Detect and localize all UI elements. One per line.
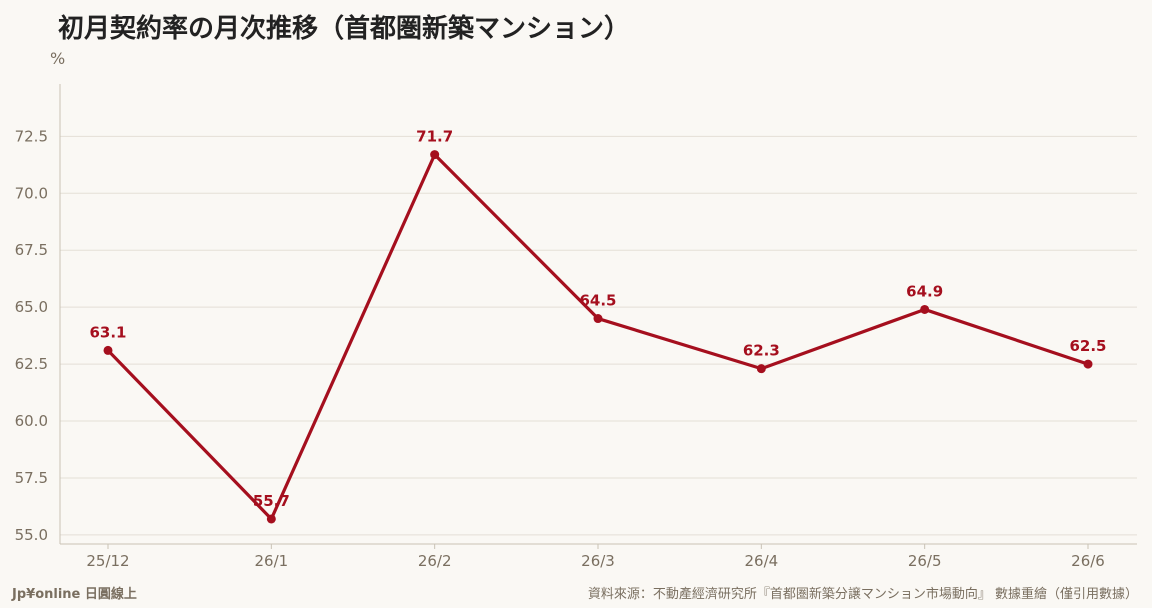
data-label: 55.7 (253, 492, 290, 510)
y-tick-labels: 55.0 57.5 60.0 62.5 65.0 67.5 70.0 72.5 (15, 127, 48, 544)
source-note: 資料來源：不動產經濟研究所『首都圏新築分譲マンション市場動向』 數據重繪（僅引用… (587, 587, 1138, 602)
y-tick-label: 60.0 (15, 412, 48, 430)
data-label: 64.9 (906, 282, 943, 300)
y-tick-label: 62.5 (15, 355, 48, 373)
data-label: 62.5 (1069, 337, 1106, 355)
series-line (106, 152, 1090, 521)
x-tick-label: 26/2 (418, 552, 452, 570)
x-tick-label: 25/12 (86, 552, 129, 570)
y-tick-label: 72.5 (15, 127, 48, 145)
x-tick-labels: 25/12 26/1 26/2 26/3 26/4 26/5 26/6 (86, 552, 1104, 570)
data-label: 63.1 (89, 323, 126, 341)
y-tick-label: 70.0 (15, 184, 48, 202)
x-tick-label: 26/6 (1071, 552, 1105, 570)
data-series (103, 150, 1093, 524)
data-point (756, 364, 766, 374)
data-point (103, 345, 113, 355)
data-point (593, 314, 603, 324)
y-axis-unit: % (50, 49, 66, 68)
x-tick-label: 26/3 (581, 552, 615, 570)
y-tick-label: 65.0 (15, 298, 48, 316)
data-point (920, 304, 930, 314)
data-label: 62.3 (743, 342, 780, 360)
data-point (266, 514, 276, 524)
data-label: 64.5 (579, 292, 616, 310)
x-tick-label: 26/4 (744, 552, 778, 570)
y-tick-label: 57.5 (15, 469, 48, 487)
chart-title: 初月契約率の月次推移（首都圏新築マンション） (58, 14, 631, 44)
axes (59, 84, 1137, 549)
x-tick-label: 26/1 (254, 552, 288, 570)
data-point (430, 150, 440, 160)
gridlines (60, 135, 1137, 536)
brand-label: Jp¥online 日圓線上 (12, 587, 137, 602)
x-tick-label: 26/5 (908, 552, 942, 570)
data-labels: 63.1 55.7 71.7 64.5 62.3 64.9 62.5 (89, 128, 1106, 510)
y-tick-label: 55.0 (15, 526, 48, 544)
y-tick-label: 67.5 (15, 241, 48, 259)
data-point (1083, 359, 1093, 369)
data-label: 71.7 (416, 128, 453, 146)
